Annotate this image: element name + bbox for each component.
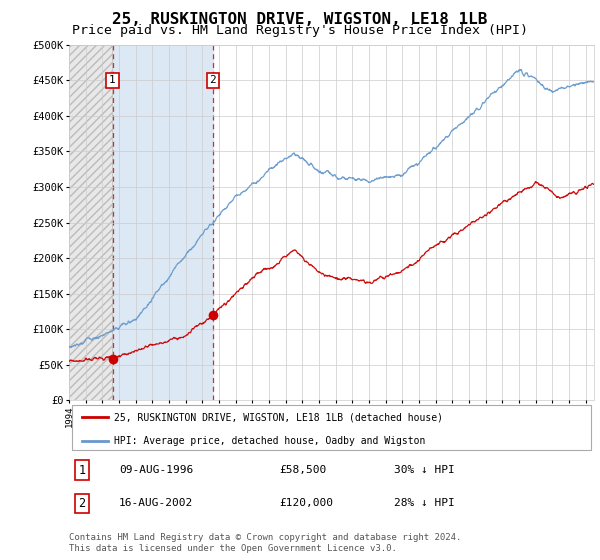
Text: HPI: Average price, detached house, Oadby and Wigston: HPI: Average price, detached house, Oadb… <box>113 436 425 446</box>
Bar <box>69 45 112 400</box>
Text: 1: 1 <box>109 76 116 85</box>
Text: 30% ↓ HPI: 30% ↓ HPI <box>395 465 455 475</box>
Text: 25, RUSKINGTON DRIVE, WIGSTON, LE18 1LB: 25, RUSKINGTON DRIVE, WIGSTON, LE18 1LB <box>112 12 488 27</box>
Text: 28% ↓ HPI: 28% ↓ HPI <box>395 498 455 508</box>
Text: Price paid vs. HM Land Registry's House Price Index (HPI): Price paid vs. HM Land Registry's House … <box>72 24 528 37</box>
Bar <box>113 45 212 400</box>
Text: Contains HM Land Registry data © Crown copyright and database right 2024.
This d: Contains HM Land Registry data © Crown c… <box>69 533 461 553</box>
Text: 2: 2 <box>79 497 86 510</box>
FancyBboxPatch shape <box>71 405 592 450</box>
Text: 16-AUG-2002: 16-AUG-2002 <box>119 498 193 508</box>
Text: 1: 1 <box>79 464 86 477</box>
Text: 2: 2 <box>209 76 216 85</box>
Bar <box>69 45 112 400</box>
Text: 09-AUG-1996: 09-AUG-1996 <box>119 465 193 475</box>
Text: £58,500: £58,500 <box>279 465 326 475</box>
Text: £120,000: £120,000 <box>279 498 333 508</box>
Text: 25, RUSKINGTON DRIVE, WIGSTON, LE18 1LB (detached house): 25, RUSKINGTON DRIVE, WIGSTON, LE18 1LB … <box>113 412 443 422</box>
